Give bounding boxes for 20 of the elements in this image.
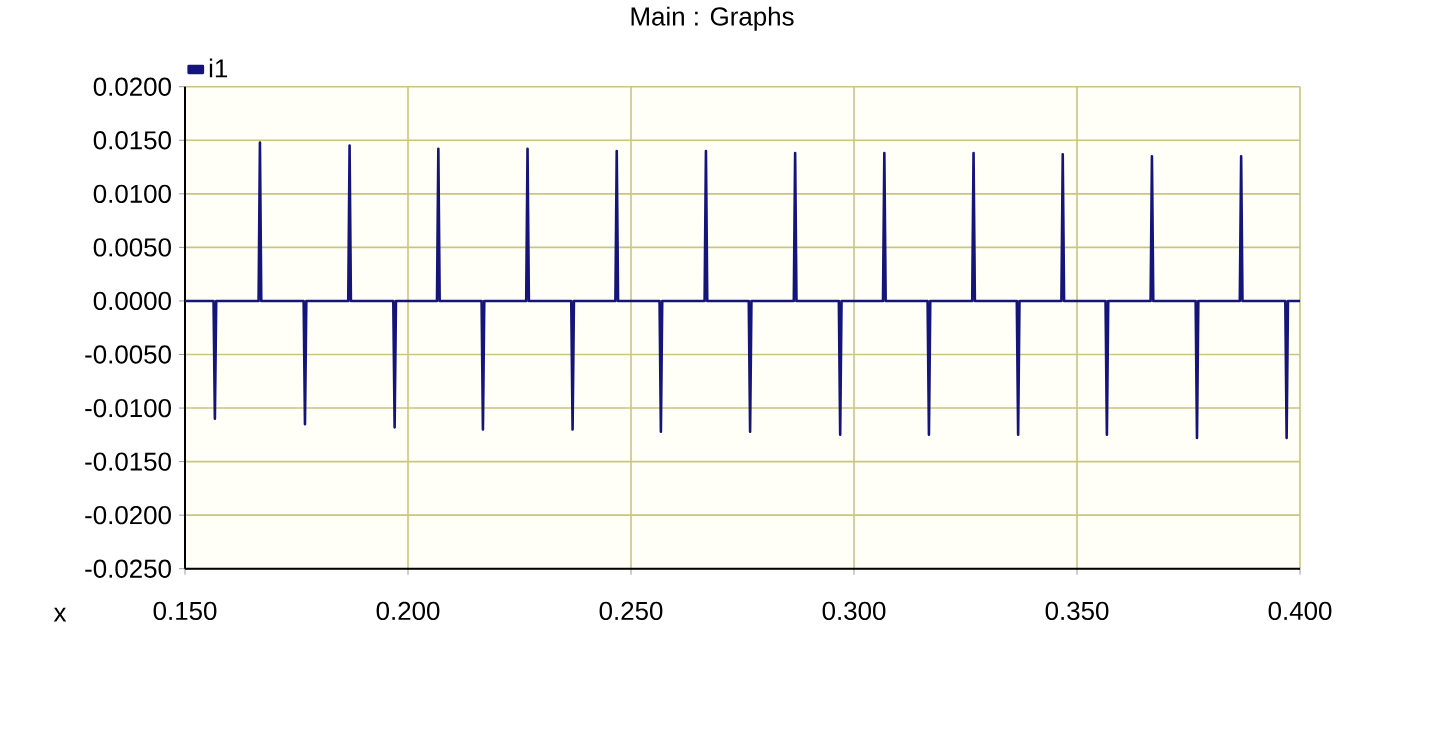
- line-series: [185, 141, 1301, 440]
- x-tick-label: 0.400: [1268, 601, 1332, 621]
- y-tick-label: -0.0100: [85, 399, 171, 418]
- legend-label: i1: [209, 58, 228, 78]
- x-tick-label: 0.200: [376, 601, 440, 621]
- y-tick-label: 0.0100: [93, 184, 171, 204]
- y-tick-label: -0.0200: [85, 506, 171, 525]
- y-tick-label: -0.0150: [85, 452, 171, 471]
- x-tick-label: 0.350: [1045, 601, 1109, 621]
- text: x: [53, 608, 67, 622]
- x-tick-label: 0.300: [822, 601, 886, 621]
- y-tick-label: 0.0150: [93, 131, 171, 150]
- x-tick-label: 0.150: [153, 601, 217, 621]
- y-tick-label: -0.0050: [85, 345, 171, 364]
- chart-title: Main : Graphs: [631, 6, 794, 31]
- y-tick-label: 0.0200: [93, 77, 171, 97]
- y-tick-label: 0.0050: [93, 238, 171, 257]
- y-tick-label: 0.0000: [93, 291, 171, 311]
- y-tick-label: -0.0250: [85, 559, 171, 579]
- x-tick-label: 0.250: [599, 601, 663, 621]
